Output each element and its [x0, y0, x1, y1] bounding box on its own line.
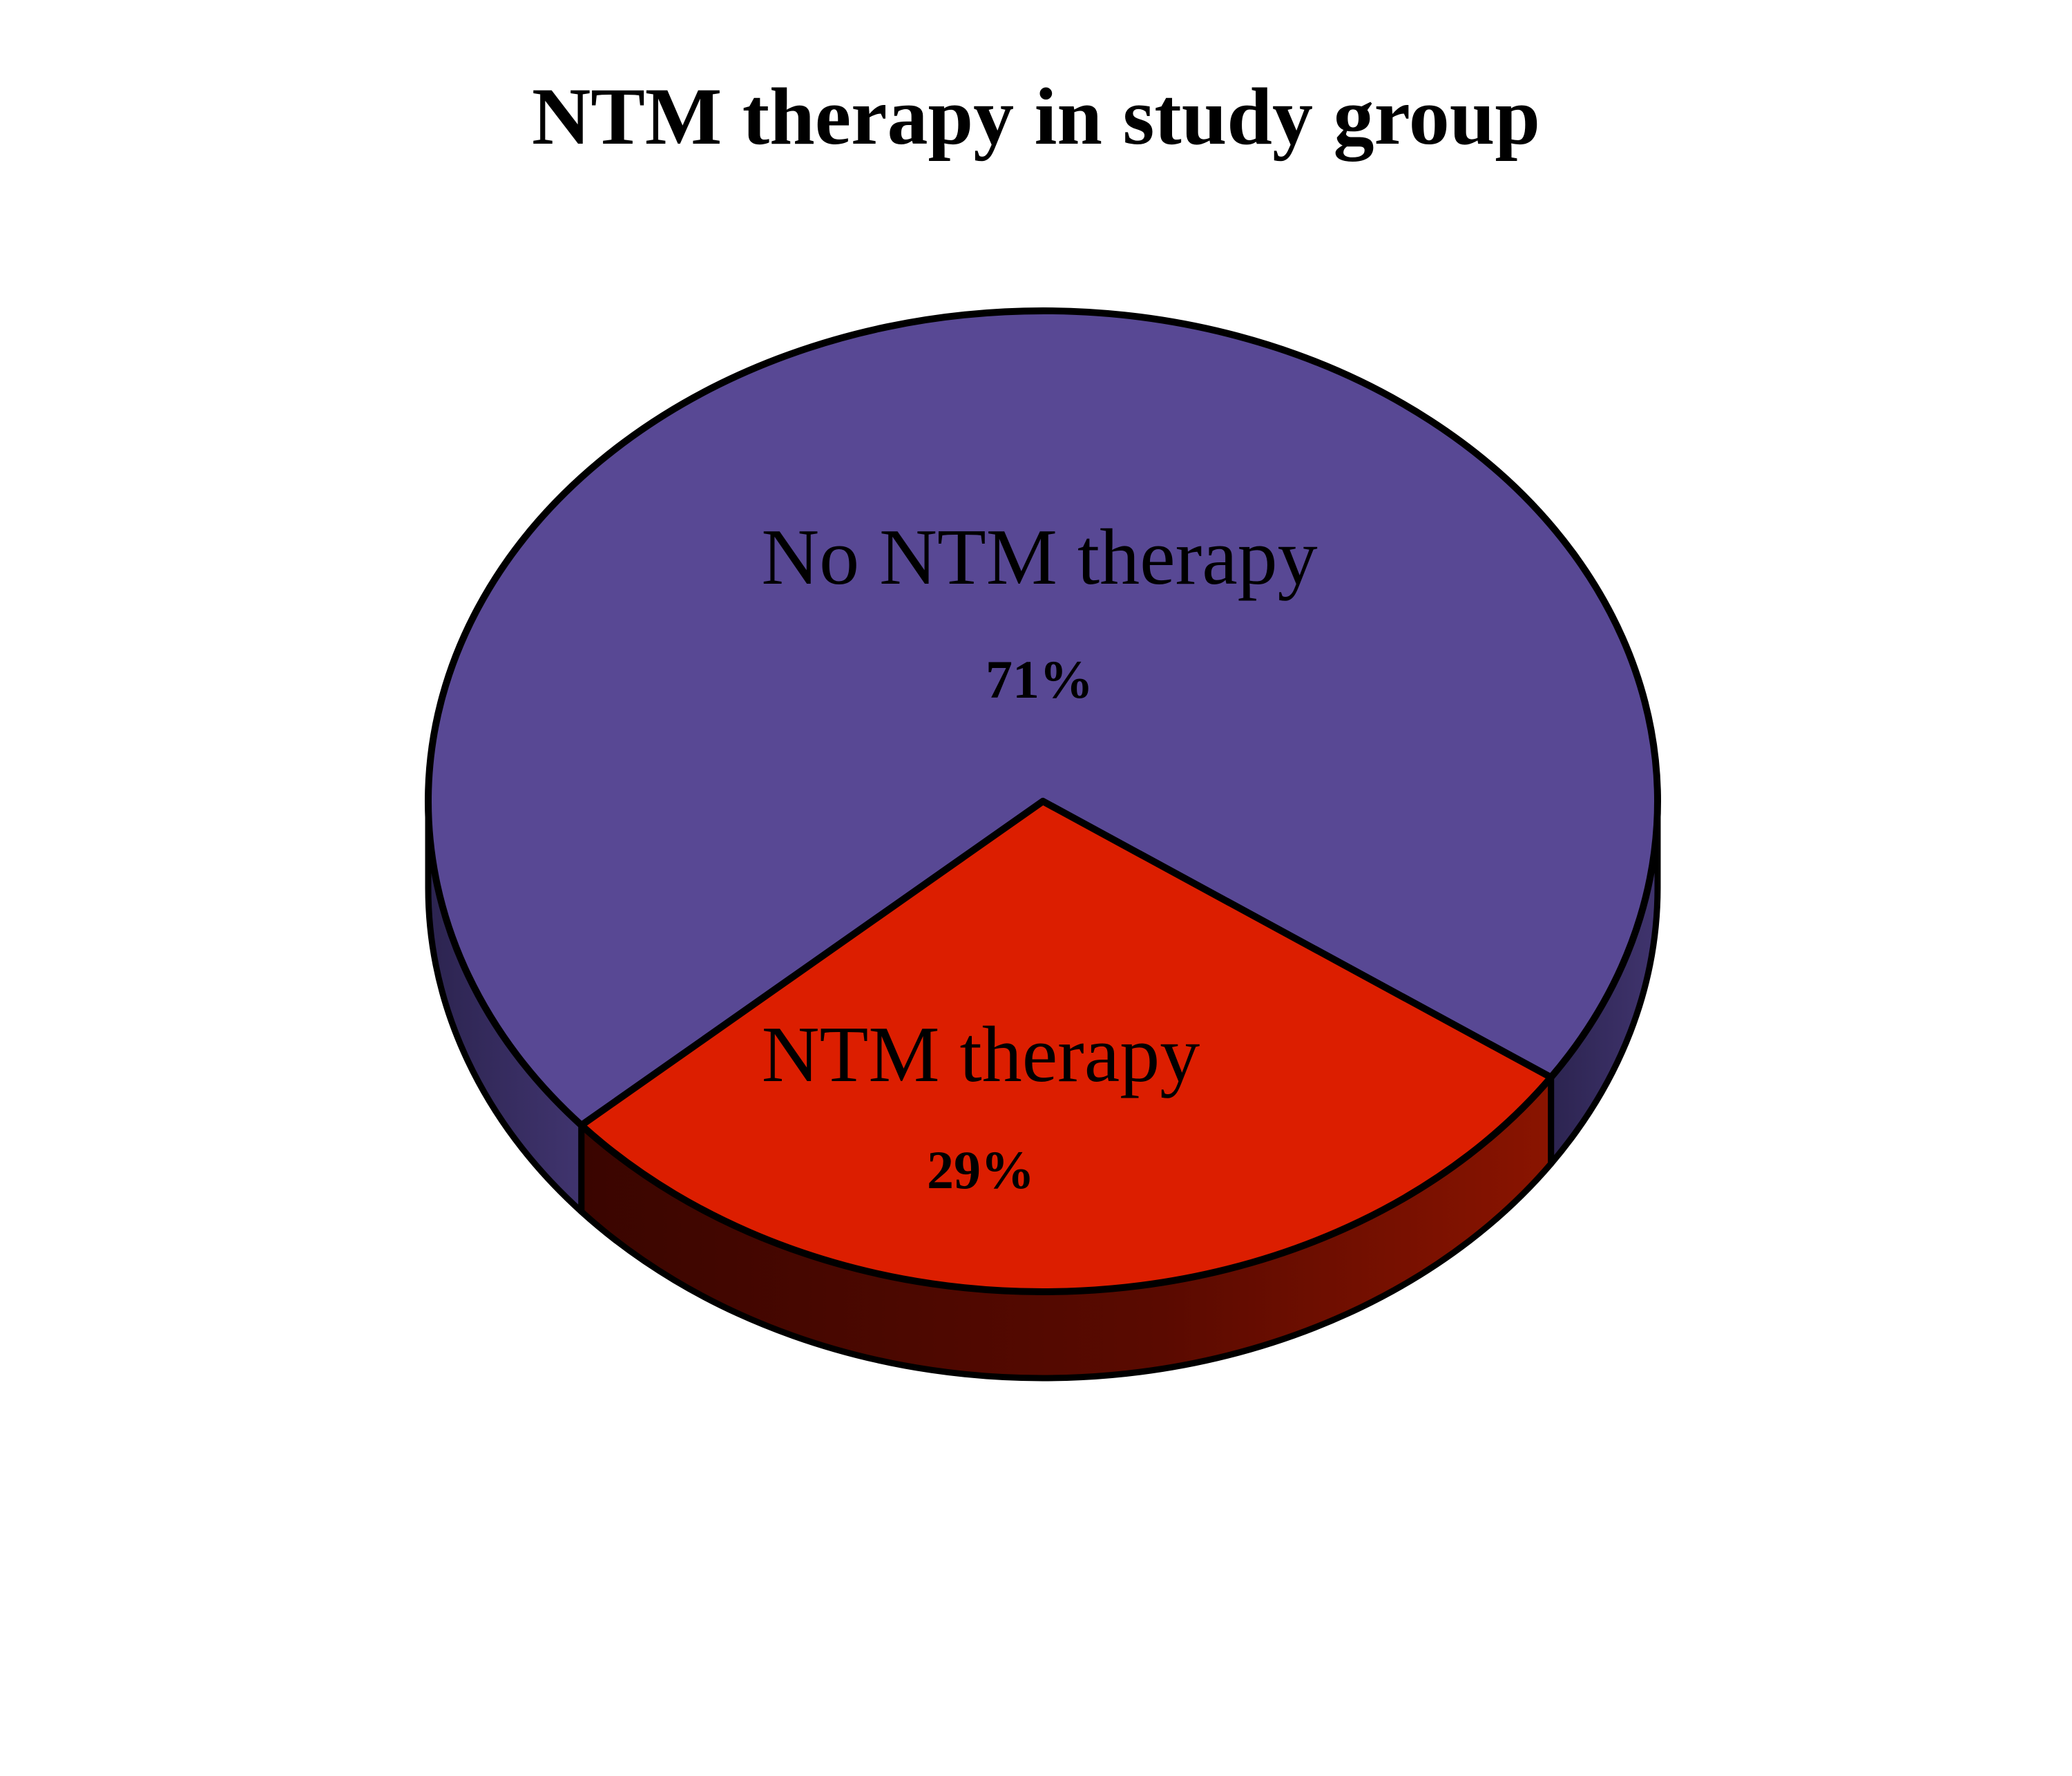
- slice-label-0: No NTM therapy: [761, 513, 1317, 602]
- slice-value-label-1: 29%: [927, 1140, 1035, 1200]
- pie-plot-area: [425, 307, 1661, 1382]
- chart-title: NTM therapy in study group: [532, 71, 1540, 162]
- slice-labels: No NTM therapy 71% NTM therapy 29%: [761, 513, 1317, 1200]
- slice-label-1: NTM therapy: [762, 1011, 1200, 1099]
- pie-slice-ntm-therapy: [577, 798, 1555, 1295]
- pie-slice-no-ntm-therapy: [425, 307, 1661, 1129]
- slice-value-label-0: 71%: [986, 649, 1093, 709]
